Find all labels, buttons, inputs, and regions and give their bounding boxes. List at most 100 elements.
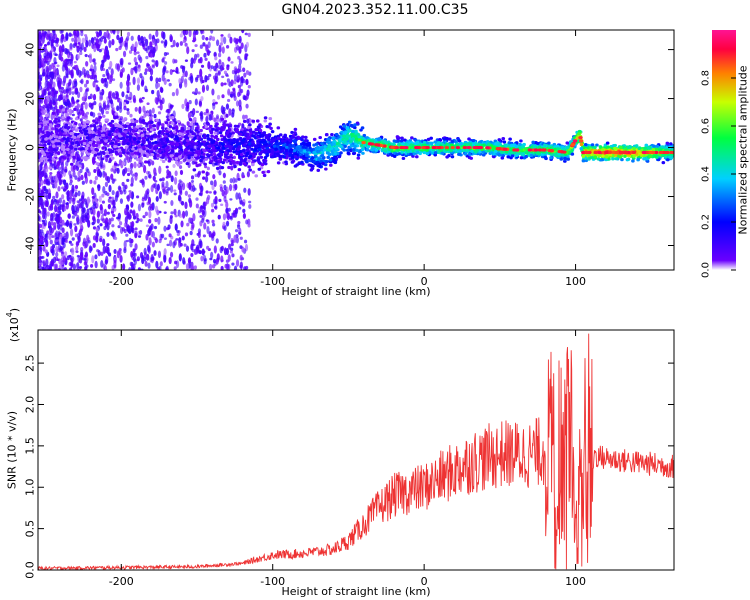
ridge-cell — [136, 157, 140, 162]
noise-cell — [194, 44, 198, 47]
noise-cell — [229, 198, 233, 201]
noise-cell — [205, 190, 209, 194]
noise-cell — [210, 233, 215, 239]
noise-cell — [139, 159, 143, 164]
noise-cell — [128, 192, 133, 199]
noise-cell — [46, 86, 51, 92]
ridge-cell — [171, 126, 176, 130]
noise-cell — [51, 235, 55, 238]
noise-cell — [102, 74, 106, 78]
noise-cell — [177, 182, 181, 191]
noise-cell — [213, 191, 217, 194]
noise-cell — [144, 88, 149, 93]
ridge-cell — [233, 164, 237, 169]
noise-cell — [117, 212, 121, 220]
noise-cell — [194, 87, 198, 96]
noise-cell — [114, 96, 118, 100]
noise-cell — [188, 30, 192, 38]
noise-cell — [235, 192, 239, 200]
noise-cell — [159, 103, 163, 111]
noise-cell — [51, 71, 55, 80]
noise-cell — [144, 68, 148, 73]
noise-cell — [60, 86, 65, 90]
noise-cell — [90, 64, 94, 73]
ridge-cell — [152, 124, 156, 128]
ridge-cell — [415, 155, 419, 159]
noise-cell — [230, 61, 234, 64]
noise-cell — [106, 243, 110, 247]
noise-cell — [184, 80, 188, 88]
noise-cell — [91, 59, 96, 63]
noise-cell — [71, 113, 75, 117]
noise-cell — [213, 65, 217, 72]
noise-cell — [93, 61, 97, 65]
ridge-cell — [141, 119, 146, 123]
noise-cell — [134, 227, 138, 231]
noise-cell — [237, 84, 241, 89]
noise-cell — [179, 242, 183, 247]
noise-cell — [85, 79, 89, 85]
noise-cell — [218, 44, 222, 54]
noise-cell — [107, 95, 112, 99]
noise-cell — [48, 56, 52, 63]
ridge-cell — [105, 110, 110, 115]
noise-cell — [134, 65, 138, 74]
noise-cell — [216, 94, 221, 100]
noise-cell — [163, 200, 167, 204]
noise-cell — [106, 72, 110, 80]
noise-cell — [152, 183, 156, 188]
noise-cell — [235, 43, 239, 47]
noise-cell — [248, 204, 252, 209]
noise-cell — [60, 30, 64, 34]
noise-cell — [152, 46, 156, 54]
noise-cell — [217, 214, 221, 220]
ridge-cell — [222, 123, 226, 127]
noise-cell — [196, 172, 201, 178]
noise-cell — [131, 173, 135, 177]
noise-cell — [80, 103, 84, 111]
noise-cell — [102, 245, 106, 254]
noise-cell — [132, 94, 136, 103]
noise-cell — [77, 170, 81, 177]
noise-cell — [76, 214, 80, 223]
noise-cell — [118, 221, 123, 226]
noise-cell — [141, 196, 146, 199]
noise-cell — [178, 78, 182, 85]
noise-cell — [169, 68, 173, 76]
ridge-cell — [190, 148, 194, 152]
noise-cell — [243, 239, 248, 244]
noise-cell — [205, 196, 210, 205]
noise-cell — [129, 154, 134, 160]
noise-cell — [186, 46, 190, 55]
ridge-cell — [324, 160, 329, 164]
noise-cell — [79, 251, 84, 261]
noise-cell — [92, 80, 96, 88]
noise-cell — [43, 52, 47, 59]
noise-cell — [69, 196, 73, 200]
noise-cell — [98, 105, 103, 112]
noise-cell — [88, 207, 93, 211]
noise-cell — [190, 179, 195, 183]
noise-cell — [221, 189, 225, 197]
noise-cell — [174, 170, 178, 177]
noise-cell — [190, 253, 194, 258]
ridge-cell — [146, 131, 150, 136]
noise-cell — [206, 225, 210, 235]
noise-cell — [128, 50, 133, 54]
noise-cell — [49, 172, 53, 175]
noise-cell — [175, 238, 179, 241]
noise-cell — [163, 61, 168, 65]
noise-cell — [219, 42, 223, 46]
noise-cell — [96, 249, 100, 253]
noise-cell — [71, 215, 75, 219]
noise-cell — [119, 81, 123, 89]
noise-cell — [118, 186, 122, 193]
noise-cell — [191, 49, 195, 53]
noise-cell — [75, 150, 80, 155]
noise-cell — [228, 243, 232, 250]
noise-cell — [200, 255, 204, 262]
noise-cell — [62, 199, 66, 208]
noise-cell — [223, 184, 227, 191]
ridge-cell — [326, 155, 331, 159]
noise-cell — [123, 105, 127, 111]
